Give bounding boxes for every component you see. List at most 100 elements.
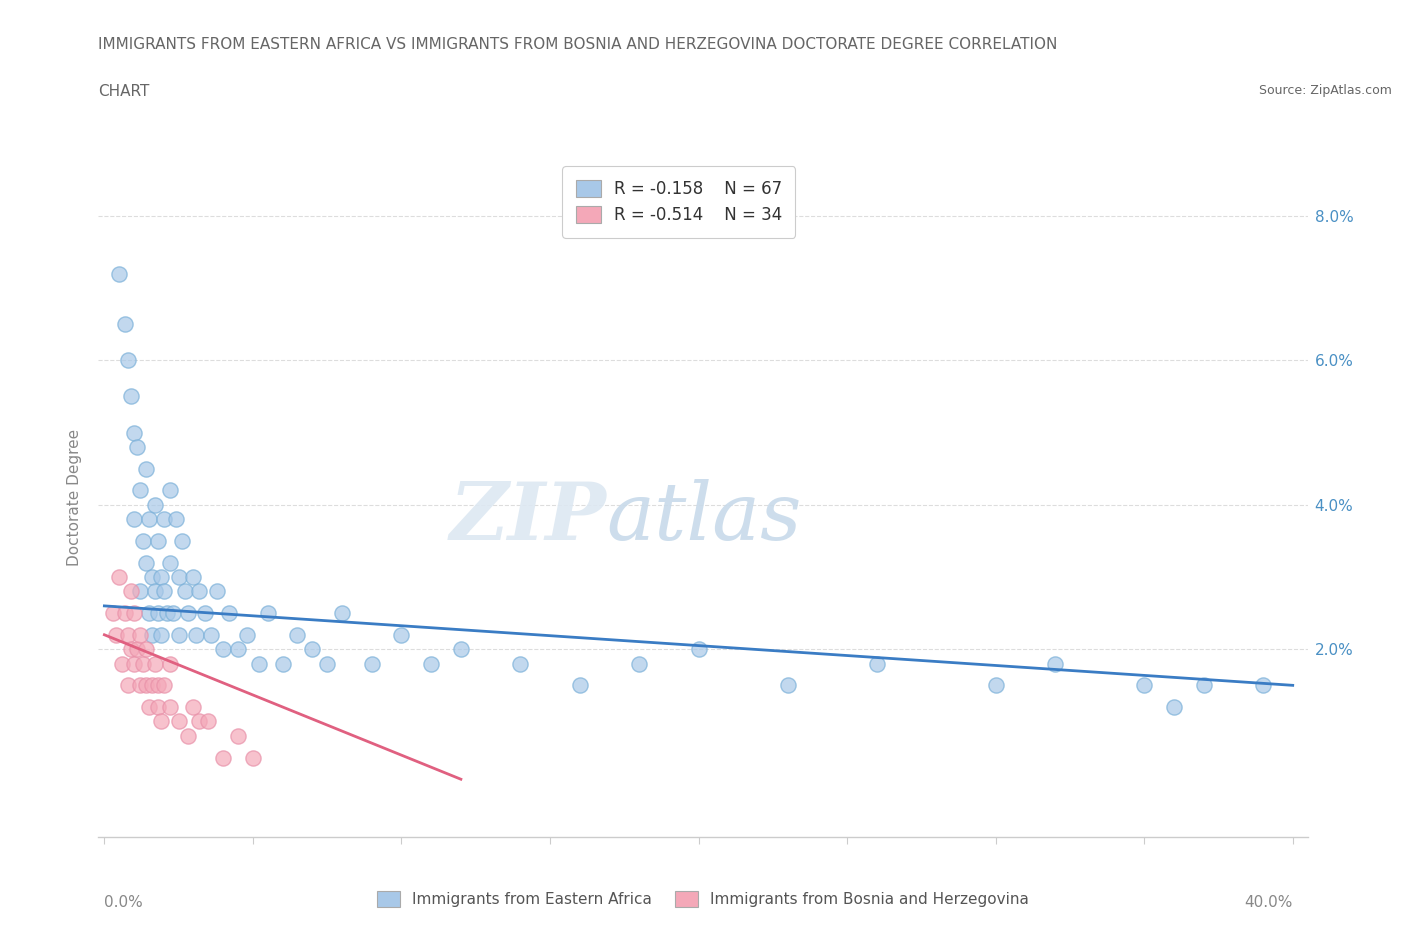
Point: [167, 714, 190, 729]
Point: [218, 605, 240, 620]
Point: [129, 628, 152, 643]
Point: [141, 569, 163, 584]
Point: [212, 642, 235, 657]
Point: [138, 605, 160, 620]
Point: [152, 678, 174, 693]
Point: [165, 512, 187, 526]
Point: [200, 628, 222, 643]
Point: [120, 584, 142, 599]
Point: [122, 425, 145, 440]
Point: [194, 605, 217, 620]
Point: [330, 605, 353, 620]
Text: CHART: CHART: [98, 84, 150, 99]
Point: [159, 699, 181, 714]
Point: [509, 657, 531, 671]
Point: [117, 678, 139, 693]
Point: [256, 605, 278, 620]
Point: [135, 678, 157, 693]
Point: [117, 352, 139, 367]
Point: [242, 751, 264, 765]
Point: [143, 498, 166, 512]
Point: [450, 642, 472, 657]
Point: [138, 512, 160, 526]
Point: [114, 317, 136, 332]
Point: [146, 605, 169, 620]
Point: [226, 728, 249, 743]
Point: [167, 628, 190, 643]
Text: atlas: atlas: [606, 479, 801, 557]
Text: Source: ZipAtlas.com: Source: ZipAtlas.com: [1258, 84, 1392, 97]
Point: [129, 584, 152, 599]
Point: [984, 678, 1007, 693]
Point: [159, 657, 181, 671]
Point: [105, 628, 128, 643]
Point: [1192, 678, 1215, 693]
Point: [159, 483, 181, 498]
Point: [135, 461, 157, 476]
Point: [236, 628, 259, 643]
Point: [149, 628, 172, 643]
Point: [146, 534, 169, 549]
Point: [152, 584, 174, 599]
Point: [146, 678, 169, 693]
Point: [111, 657, 134, 671]
Point: [866, 657, 889, 671]
Point: [132, 534, 155, 549]
Point: [146, 699, 169, 714]
Point: [122, 657, 145, 671]
Point: [125, 642, 148, 657]
Point: [628, 657, 651, 671]
Point: [183, 569, 205, 584]
Point: [188, 584, 211, 599]
Point: [688, 642, 710, 657]
Point: [135, 642, 157, 657]
Point: [149, 714, 172, 729]
Point: [287, 628, 309, 643]
Point: [1251, 678, 1274, 693]
Point: [108, 266, 131, 281]
Point: [360, 657, 382, 671]
Point: [135, 555, 157, 570]
Point: [271, 657, 294, 671]
Point: [162, 605, 184, 620]
Point: [122, 605, 145, 620]
Point: [122, 512, 145, 526]
Point: [1043, 657, 1066, 671]
Point: [125, 440, 148, 455]
Legend: Immigrants from Eastern Africa, Immigrants from Bosnia and Herzegovina: Immigrants from Eastern Africa, Immigran…: [367, 881, 1039, 918]
Point: [176, 605, 198, 620]
Point: [129, 678, 152, 693]
Point: [143, 584, 166, 599]
Y-axis label: Doctorate Degree: Doctorate Degree: [67, 429, 83, 566]
Point: [301, 642, 323, 657]
Point: [207, 584, 229, 599]
Point: [129, 483, 152, 498]
Point: [183, 699, 205, 714]
Point: [186, 628, 208, 643]
Point: [108, 569, 131, 584]
Point: [247, 657, 270, 671]
Point: [176, 728, 198, 743]
Point: [141, 678, 163, 693]
Point: [156, 605, 179, 620]
Point: [167, 569, 190, 584]
Point: [173, 584, 195, 599]
Point: [120, 642, 142, 657]
Point: [197, 714, 219, 729]
Point: [143, 657, 166, 671]
Point: [420, 657, 443, 671]
Point: [776, 678, 799, 693]
Point: [391, 628, 413, 643]
Point: [568, 678, 591, 693]
Point: [114, 605, 136, 620]
Text: IMMIGRANTS FROM EASTERN AFRICA VS IMMIGRANTS FROM BOSNIA AND HERZEGOVINA DOCTORA: IMMIGRANTS FROM EASTERN AFRICA VS IMMIGR…: [98, 37, 1057, 52]
Text: 40.0%: 40.0%: [1244, 895, 1292, 910]
Text: ZIP: ZIP: [450, 479, 606, 557]
Point: [117, 628, 139, 643]
Point: [226, 642, 249, 657]
Point: [152, 512, 174, 526]
Point: [188, 714, 211, 729]
Point: [1133, 678, 1156, 693]
Point: [132, 657, 155, 671]
Point: [159, 555, 181, 570]
